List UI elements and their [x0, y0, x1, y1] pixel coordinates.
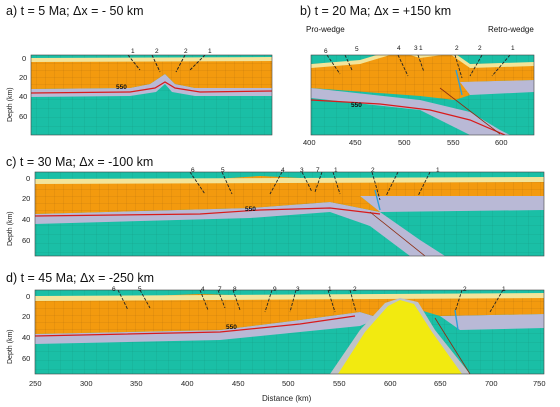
- b-fault-4: 4: [397, 45, 401, 52]
- c-ytick-40: 40: [22, 215, 30, 224]
- c-isotherm-label: 550: [245, 206, 256, 213]
- c-ylabel: Depth (km): [7, 211, 14, 246]
- d-ytick-40: 40: [22, 333, 30, 342]
- c-fault-6: 6: [191, 167, 195, 174]
- d-ylabel: Depth (km): [7, 329, 14, 364]
- b-fault-1-left: 1: [419, 45, 423, 52]
- b-fault-6: 6: [324, 48, 328, 55]
- retrowedge-label: Retro-wedge: [488, 25, 534, 34]
- panel-d-title: d) t = 45 Ma; Δx = -250 km: [6, 271, 154, 285]
- c-fault-3: 3: [300, 167, 304, 174]
- x-axis-title: Distance (km): [262, 394, 312, 403]
- b-xtick-550: 550: [447, 138, 460, 147]
- c-fault-1-left: 1: [334, 167, 338, 174]
- panel-a-title: a) t = 5 Ma; Δx = - 50 km: [6, 4, 144, 18]
- panel-b-section: [311, 55, 534, 135]
- b-xtick-400: 400: [303, 138, 316, 147]
- b-fault-1-right: 1: [511, 45, 515, 52]
- d-fault-2-left: 2: [353, 286, 357, 293]
- panel-a-section: [31, 55, 272, 135]
- a-ytick-40: 40: [19, 92, 27, 101]
- d-ytick-0: 0: [26, 292, 30, 301]
- d-xtick-350: 350: [130, 379, 143, 388]
- panel-d-xaxis: 250 300 350 400 450 500 550 600 650 700 …: [29, 379, 546, 388]
- a-fault-1-right: 1: [208, 48, 212, 55]
- panel-b-title: b) t = 20 Ma; Δx = +150 km: [300, 4, 452, 18]
- d-fault-2-right: 2: [463, 286, 467, 293]
- b-xtick-500: 500: [398, 138, 411, 147]
- a-ytick-20: 20: [19, 73, 27, 82]
- panel-c-section: [35, 172, 544, 256]
- a-isotherm-label: 550: [116, 84, 127, 91]
- panel-d-section: [35, 290, 544, 374]
- b-xtick-450: 450: [349, 138, 362, 147]
- d-fault-3: 3: [296, 286, 300, 293]
- d-fault-1-right: 1: [502, 286, 506, 293]
- d-fault-4: 4: [201, 286, 205, 293]
- a-ytick-60: 60: [19, 112, 27, 121]
- d-xtick-600: 600: [384, 379, 397, 388]
- prowedge-label: Pro-wedge: [306, 25, 345, 34]
- b-fault-3: 3: [414, 45, 418, 52]
- a-ylabel: Depth (km): [7, 87, 14, 122]
- c-fault-5: 5: [221, 167, 225, 174]
- d-fault-7: 7: [218, 286, 222, 293]
- d-ytick-60: 60: [22, 354, 30, 363]
- b-fault-2-left: 2: [455, 45, 459, 52]
- panel-c-title: c) t = 30 Ma; Δx = -100 km: [6, 155, 154, 169]
- d-fault-5: 5: [138, 286, 142, 293]
- d-xtick-250: 250: [29, 379, 42, 388]
- d-xtick-750: 750: [533, 379, 546, 388]
- c-fault-1-right: 1: [436, 167, 440, 174]
- d-fault-8: 8: [233, 286, 237, 293]
- d-ytick-20: 20: [22, 312, 30, 321]
- c-fault-2: 2: [371, 167, 375, 174]
- d-xtick-500: 500: [282, 379, 295, 388]
- c-ytick-20: 20: [22, 194, 30, 203]
- panel-b-xaxis: 400 450 500 550 600: [303, 138, 508, 147]
- b-isotherm-label: 550: [351, 102, 362, 109]
- d-xtick-700: 700: [485, 379, 498, 388]
- a-fault-1-left: 1: [131, 48, 135, 55]
- c-ytick-60: 60: [22, 236, 30, 245]
- d-xtick-450: 450: [232, 379, 245, 388]
- d-xtick-300: 300: [80, 379, 93, 388]
- a-fault-2-left: 2: [155, 48, 159, 55]
- panel-a-yaxis: 0 20 40 60 Depth (km): [7, 54, 27, 122]
- b-xtick-600: 600: [495, 138, 508, 147]
- panel-d-yaxis: 0 20 40 60 Depth (km): [7, 292, 30, 364]
- d-xtick-400: 400: [181, 379, 194, 388]
- c-fault-7: 7: [316, 167, 320, 174]
- d-xtick-550: 550: [333, 379, 346, 388]
- a-fault-2-right: 2: [184, 48, 188, 55]
- d-xtick-650: 650: [434, 379, 447, 388]
- c-ytick-0: 0: [26, 174, 30, 183]
- d-isotherm-label: 550: [226, 324, 237, 331]
- b-fault-2-right: 2: [478, 45, 482, 52]
- d-fault-6: 6: [112, 286, 116, 293]
- panel-c-yaxis: 0 20 40 60 Depth (km): [7, 174, 30, 246]
- d-fault-1-left: 1: [328, 286, 332, 293]
- d-fault-9: 9: [273, 286, 277, 293]
- c-fault-4: 4: [281, 167, 285, 174]
- a-ytick-0: 0: [22, 54, 26, 63]
- b-fault-5: 5: [355, 46, 359, 53]
